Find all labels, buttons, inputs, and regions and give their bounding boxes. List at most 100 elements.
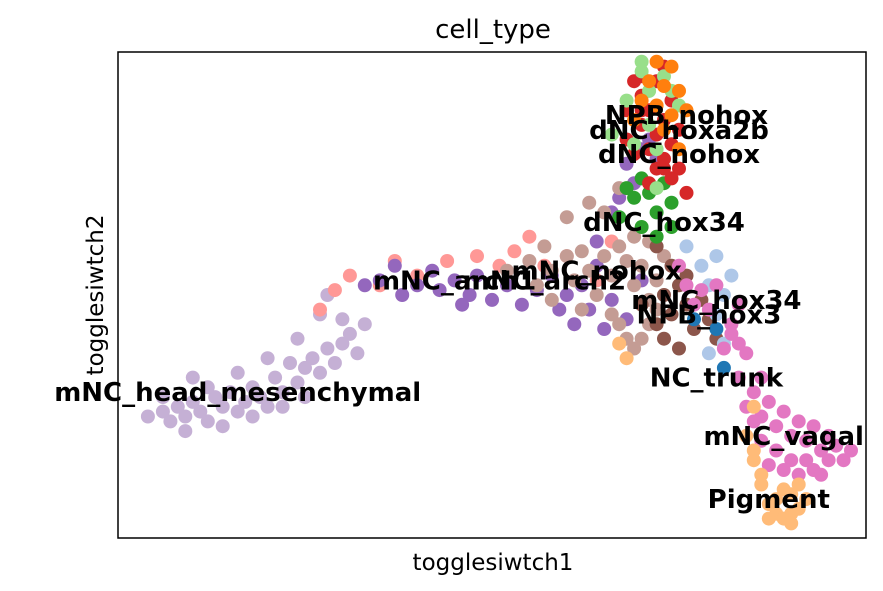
point-mNC-head-mesenchymal-5 [185,394,200,409]
point-Pigment-4 [746,453,761,468]
point-NC-trunk-1 [709,322,724,336]
point-dNC-hoxa2b-11 [634,54,649,69]
point-mNC-vagal-15 [769,419,784,434]
point-mNC-vagal-7 [731,297,746,312]
point-mNC-vagal-25 [754,433,769,448]
point-mNC-nohox-9 [604,268,619,283]
cluster-label-mNC-vagal: mNC_vagal [703,422,864,452]
point-mNC-arch1-14 [552,302,567,317]
point-mNC-arch1-5 [432,283,447,298]
point-mNC-vagal-11 [731,370,746,385]
point-NPB-nohox-6 [649,54,664,69]
point-mNC-arch1-24 [612,190,627,205]
point-dNC-nohox-7 [672,161,686,176]
point-mNC-head-mesenchymal-27 [350,346,365,361]
chart-title: cell_type [435,15,551,45]
point-mNC-vagal-1 [679,278,694,293]
point-mNC-vagal-5 [709,278,724,293]
point-dNC-hoxa2b-1 [642,117,657,132]
point-mNC-arch1-9 [485,292,499,307]
point-mNC-nohox-3 [559,249,574,264]
point-mNC-head-mesenchymal-10 [223,385,238,400]
point-Pigment-11 [799,492,814,507]
point-mNC-head-mesenchymal-15 [260,399,275,414]
x-axis-label: togglesiwtch1 [413,550,574,576]
point-mNC-head-mesenchymal-21 [305,351,320,366]
point-mNC-vagal-37 [761,458,776,473]
point-mNC-head-mesenchymal-39 [290,331,305,346]
point-mNC-hox34-10 [657,331,671,346]
cluster-label-mNC-arch1: mNC_arch1 [373,266,536,296]
point-dNC-nohox-15 [634,103,649,118]
cluster-label-mNC-hox34: mNC_hox34 [631,286,801,316]
point-dNC-hox34-10 [619,181,634,196]
point-NPB-nohox-2 [657,79,671,93]
point-mNC-vagal-29 [776,463,791,477]
point-dNC-nohox-21 [619,103,634,118]
point-mNC-nohox-17 [604,307,619,322]
point-mNC-vagal-2 [687,297,701,312]
point-NPB-nohox-9 [627,113,642,127]
point-mNC-nohox-0 [522,254,537,268]
point-mNC-vagal-19 [799,433,814,448]
point-mNC-arch1-7 [462,288,477,302]
point-mNC-head-mesenchymal-42 [357,317,372,332]
point-mNC-nohox-15 [649,273,664,288]
point-mNC-head-mesenchymal-24 [327,356,342,370]
point-mNC-nohox-26 [544,292,559,307]
point-Pigment-5 [754,477,769,492]
point-mNC-head-mesenchymal-20 [298,360,312,375]
point-NC-trunk-0 [687,312,701,327]
point-dNC-hox34-2 [634,220,649,234]
point-mNC-arch1-1 [387,258,402,273]
point-mNC-vagal-23 [829,438,844,453]
cluster-label-NPB-hox3: NPB_hox3 [636,300,781,330]
point-dNC-hoxa2b-0 [627,137,642,152]
point-mNC-head-mesenchymal-23 [320,341,335,356]
y-axis-label: togglesiwtch2 [83,215,109,376]
point-NPB-hox3-4 [716,288,731,302]
point-dNC-hox34-0 [612,210,627,225]
point-mNC-vagal-4 [701,302,716,317]
point-mNC-arch1-16 [567,317,582,332]
point-mNC-arch1-2 [395,288,410,302]
point-NPB-hox3-0 [679,239,694,254]
point-mNC-vagal-24 [836,453,851,468]
point-NPB-nohox-7 [642,74,657,89]
point-mNC-vagal-32 [746,414,761,429]
point-dNC-hoxa2b-9 [642,83,657,98]
point-mNC-nohox-29 [582,195,597,210]
point-Pigment-2 [746,399,761,414]
point-mNC-arch1-6 [447,273,462,288]
point-mNC-head-mesenchymal-30 [260,351,275,366]
point-mNC-head-mesenchymal-16 [268,370,283,385]
point-mNC-arch2-13 [522,229,537,244]
point-dNC-hoxa2b-10 [649,181,664,196]
point-mNC-nohox-23 [612,317,627,332]
point-mNC-head-mesenchymal-40 [335,312,350,327]
point-mNC-head-mesenchymal-3 [170,399,185,414]
cluster-label-mNC-head-mesenchymal: mNC_head_mesenchymal [54,378,421,408]
point-mNC-vagal-34 [821,453,836,468]
point-mNC-nohox-28 [559,210,574,225]
cluster-label-mNC-nohox: mNC_nohox [511,257,682,287]
point-mNC-arch1-15 [559,288,574,302]
scatter-points [140,54,858,531]
point-mNC-nohox-19 [627,341,642,356]
point-mNC-arch2-4 [410,268,425,283]
point-mNC-arch1-10 [500,278,514,293]
point-mNC-hox34-6 [687,322,701,336]
cluster-label-dNC-hox34: dNC_hox34 [583,208,745,238]
point-mNC-arch1-0 [372,273,387,288]
point-mNC-vagal-27 [784,453,799,468]
point-mNC-vagal-6 [724,317,739,332]
point-Pigment-0 [612,336,627,351]
point-dNC-hox34-6 [664,195,679,210]
point-dNC-hoxa2b-7 [604,127,619,142]
point-mNC-vagal-28 [799,453,814,468]
point-mNC-nohox-10 [612,239,627,254]
point-NPB-nohox-5 [679,103,694,118]
point-mNC-head-mesenchymal-25 [335,336,350,351]
point-Pigment-17 [791,477,806,492]
point-Pigment-16 [776,482,791,497]
